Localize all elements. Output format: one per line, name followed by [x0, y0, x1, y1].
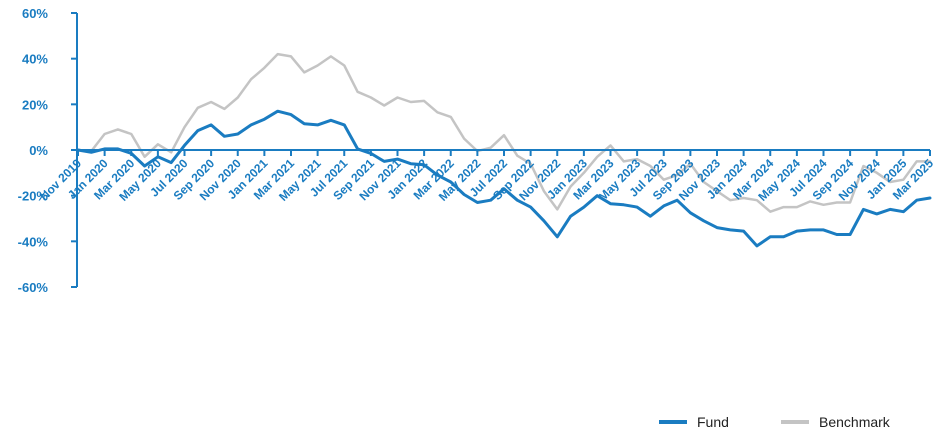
y-axis: -60% -40% -20% 0% 20% 40% 60% [18, 6, 78, 295]
x-axis [77, 149, 931, 156]
y-tick-label: 0% [29, 143, 48, 158]
y-tick-label: -60% [18, 280, 49, 295]
legend-label-fund: Fund [697, 414, 729, 430]
y-tick-label: 20% [22, 97, 48, 112]
series-lines [76, 52, 932, 248]
series-line-fund [76, 109, 932, 248]
y-tick-label: 60% [22, 6, 48, 21]
legend-label-benchmark: Benchmark [819, 414, 891, 430]
y-tick-label: -20% [18, 189, 49, 204]
y-tick-label: -40% [18, 234, 49, 249]
legend: Fund Benchmark [659, 414, 891, 430]
series-line-benchmark [76, 52, 932, 213]
y-tick-label: 40% [22, 52, 48, 67]
